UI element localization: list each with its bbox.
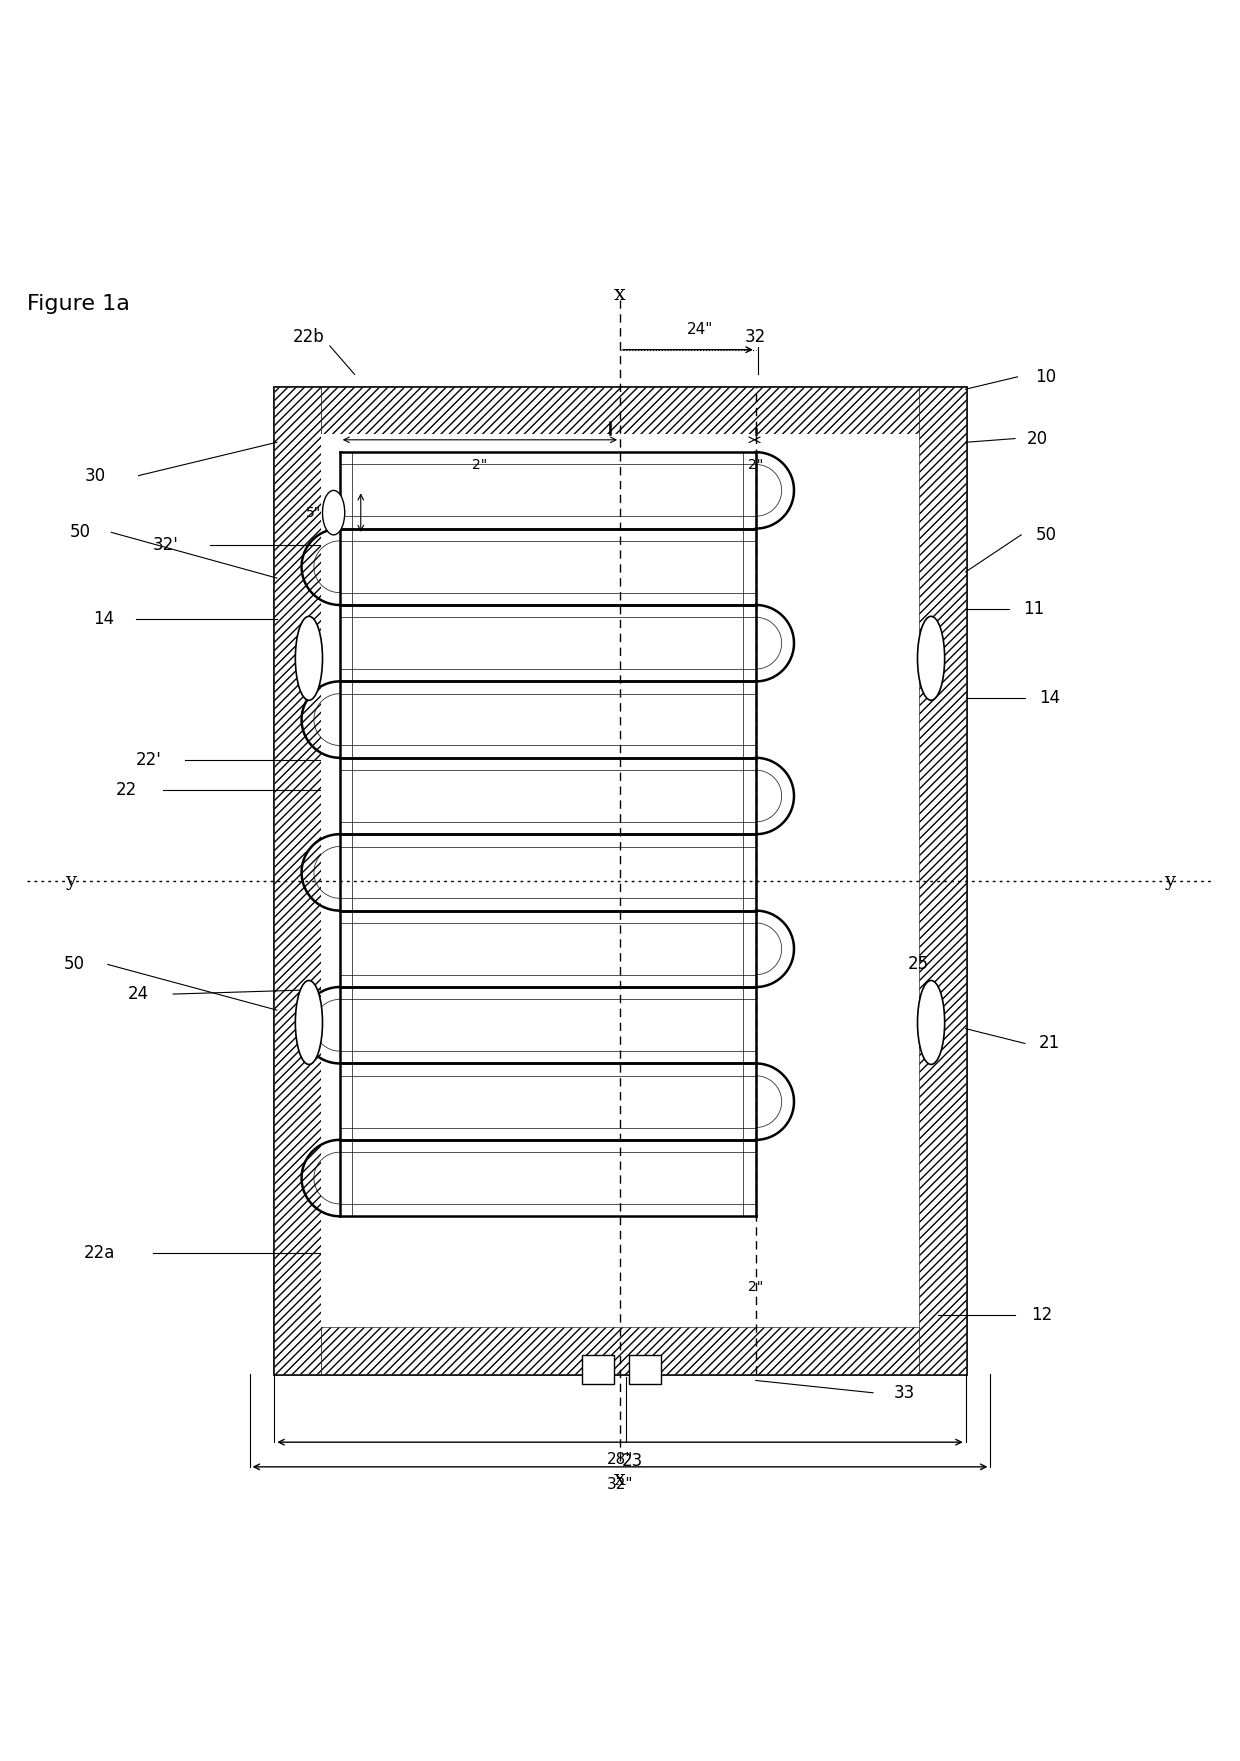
Text: 2": 2"	[472, 458, 487, 472]
Bar	[274, 387, 321, 1374]
Text: 21: 21	[1039, 1034, 1060, 1053]
Text: 30: 30	[84, 467, 105, 484]
Text: 22b: 22b	[293, 328, 325, 347]
Text: y: y	[66, 872, 76, 889]
Text: x: x	[614, 1470, 626, 1488]
Text: 2": 2"	[748, 1280, 764, 1294]
Text: 22: 22	[115, 782, 136, 799]
Text: Figure 1a: Figure 1a	[27, 294, 130, 313]
Text: 25: 25	[908, 956, 929, 974]
Ellipse shape	[295, 981, 322, 1064]
Text: 23: 23	[621, 1451, 644, 1470]
Bar	[321, 433, 919, 1328]
Ellipse shape	[918, 616, 945, 701]
Text: 32": 32"	[606, 1477, 634, 1492]
Text: 22a: 22a	[83, 1245, 115, 1263]
Text: 11: 11	[1023, 601, 1044, 618]
Text: 50: 50	[1035, 527, 1056, 544]
Text: 50: 50	[64, 956, 84, 974]
Text: x: x	[614, 285, 626, 303]
Text: 33: 33	[893, 1384, 915, 1402]
Text: 20: 20	[1027, 430, 1048, 447]
Ellipse shape	[322, 490, 345, 535]
Text: 28": 28"	[606, 1453, 634, 1467]
Ellipse shape	[295, 616, 322, 701]
Text: y: y	[1164, 872, 1174, 889]
Bar	[321, 1328, 919, 1374]
Text: 10: 10	[1035, 368, 1056, 386]
Ellipse shape	[918, 981, 945, 1064]
Text: 22': 22'	[135, 750, 161, 768]
Text: 32: 32	[745, 328, 766, 347]
Bar	[321, 387, 919, 433]
Text: 50: 50	[69, 523, 91, 541]
Text: 5": 5"	[306, 505, 321, 519]
Text: 24": 24"	[687, 322, 713, 338]
Text: 2": 2"	[748, 458, 764, 472]
Text: 14: 14	[1039, 689, 1060, 706]
Bar	[582, 1354, 614, 1384]
Text: 32': 32'	[153, 535, 179, 553]
Text: 14: 14	[93, 609, 114, 629]
Bar	[919, 387, 966, 1374]
Text: 12: 12	[1032, 1307, 1053, 1324]
Bar	[274, 387, 966, 1374]
Text: 24: 24	[128, 984, 149, 1004]
Bar	[629, 1354, 661, 1384]
